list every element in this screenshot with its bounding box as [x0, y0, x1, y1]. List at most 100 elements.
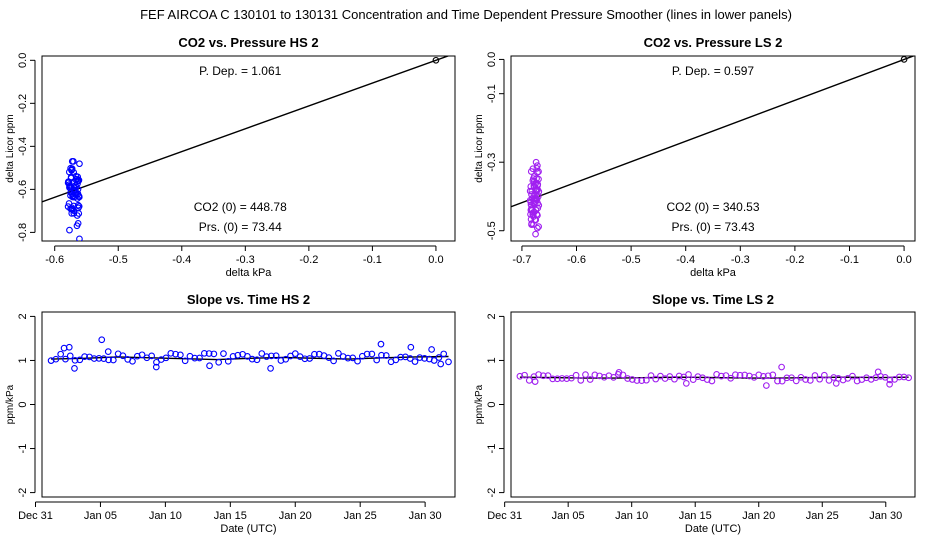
- data-point: [802, 376, 809, 383]
- y-tick-label: 0.0: [486, 52, 498, 67]
- data-point: [109, 356, 117, 364]
- data-point: [148, 352, 155, 360]
- data-point: [152, 363, 160, 371]
- page-title: FEF AIRCOA C 130101 to 130131 Concentrat…: [140, 7, 792, 22]
- data-point: [727, 374, 735, 382]
- data-point: [71, 365, 78, 372]
- x-tick-label: -0.6: [567, 254, 586, 266]
- y-tick-label: -0.8: [17, 223, 29, 242]
- data-point: [769, 371, 777, 379]
- data-point: [75, 204, 82, 212]
- plot-area: [42, 56, 450, 241]
- y-tick-label: 0: [17, 401, 29, 407]
- data-point: [624, 375, 631, 382]
- data-point: [778, 363, 785, 371]
- x-axis-label: Date (UTC): [685, 523, 741, 535]
- y-tick-label: -0.1: [486, 84, 498, 103]
- data-point: [311, 350, 318, 358]
- y-tick-label: 0: [486, 401, 498, 407]
- x-tick-label: Jan 15: [679, 510, 712, 522]
- data-point: [368, 350, 376, 358]
- chart-title: CO2 vs. Pressure HS 2: [178, 35, 318, 50]
- data-point: [105, 356, 112, 364]
- data-point: [66, 181, 73, 188]
- data-point: [76, 356, 84, 364]
- annotation-prs-zero: Prs. (0) = 73.44: [199, 220, 282, 234]
- x-tick-label: Jan 20: [279, 510, 312, 522]
- data-point: [354, 357, 361, 365]
- data-point: [69, 206, 76, 213]
- data-point: [685, 371, 692, 378]
- data-point: [392, 356, 400, 364]
- data-point: [445, 358, 452, 366]
- x-tick-label: Jan 30: [409, 510, 442, 522]
- annotation-co2-zero: CO2 (0) = 340.53: [666, 200, 759, 214]
- plot-area: [516, 363, 912, 389]
- data-point: [95, 355, 103, 362]
- data-point: [253, 356, 261, 364]
- data-point: [411, 358, 419, 365]
- data-point: [191, 354, 199, 362]
- data-point: [671, 375, 678, 383]
- data-point: [74, 180, 81, 188]
- y-tick-label: -0.6: [17, 180, 29, 199]
- y-tick-label: 2: [486, 313, 498, 319]
- data-point: [886, 376, 894, 384]
- data-point: [69, 190, 76, 198]
- x-tick-label: -0.4: [676, 254, 695, 266]
- data-point: [378, 351, 385, 359]
- x-tick-label: -0.7: [512, 254, 531, 266]
- data-point: [267, 365, 274, 372]
- data-point: [397, 353, 404, 361]
- chart-title: Slope vs. Time HS 2: [187, 292, 310, 307]
- x-tick-label: Dec 31: [18, 510, 53, 522]
- data-point: [172, 350, 179, 358]
- data-point: [263, 353, 270, 360]
- data-point: [527, 215, 535, 223]
- data-point: [244, 353, 251, 360]
- y-tick-label: -0.2: [17, 94, 29, 113]
- x-tick-label: Jan 10: [615, 510, 648, 522]
- data-point: [746, 372, 753, 380]
- data-point: [529, 165, 537, 173]
- data-point: [291, 350, 299, 357]
- data-point: [220, 350, 227, 357]
- data-point: [563, 375, 571, 382]
- data-point: [534, 182, 541, 189]
- data-point: [535, 188, 543, 196]
- data-point: [529, 177, 537, 184]
- data-point: [258, 350, 266, 357]
- data-point: [363, 350, 371, 358]
- data-point: [895, 373, 903, 381]
- data-point: [282, 355, 290, 363]
- annotation-prs-zero: Prs. (0) = 73.43: [671, 220, 754, 234]
- data-point: [832, 380, 840, 387]
- x-tick-label: -0.5: [622, 254, 641, 266]
- data-point: [806, 377, 814, 384]
- data-point: [162, 354, 170, 362]
- data-point: [521, 371, 528, 379]
- data-point: [539, 372, 547, 380]
- origin-point: [900, 56, 908, 63]
- data-point: [849, 372, 856, 380]
- data-point: [534, 169, 541, 176]
- data-point: [437, 360, 445, 368]
- data-point: [582, 371, 589, 378]
- y-tick-label: -2: [486, 488, 498, 498]
- data-point: [62, 355, 69, 363]
- data-point: [694, 373, 702, 381]
- data-point: [591, 371, 599, 379]
- data-point: [554, 375, 561, 383]
- x-tick-label: -0.6: [45, 254, 64, 266]
- data-point: [272, 352, 280, 360]
- data-point: [428, 346, 435, 353]
- x-tick-label: -0.4: [172, 254, 191, 266]
- data-point: [306, 355, 314, 362]
- data-point: [234, 351, 242, 359]
- data-point: [615, 368, 623, 376]
- data-point: [534, 162, 541, 169]
- data-point: [200, 349, 208, 357]
- data-point: [568, 374, 575, 382]
- x-tick-label: Jan 15: [214, 510, 247, 522]
- data-point: [532, 230, 539, 238]
